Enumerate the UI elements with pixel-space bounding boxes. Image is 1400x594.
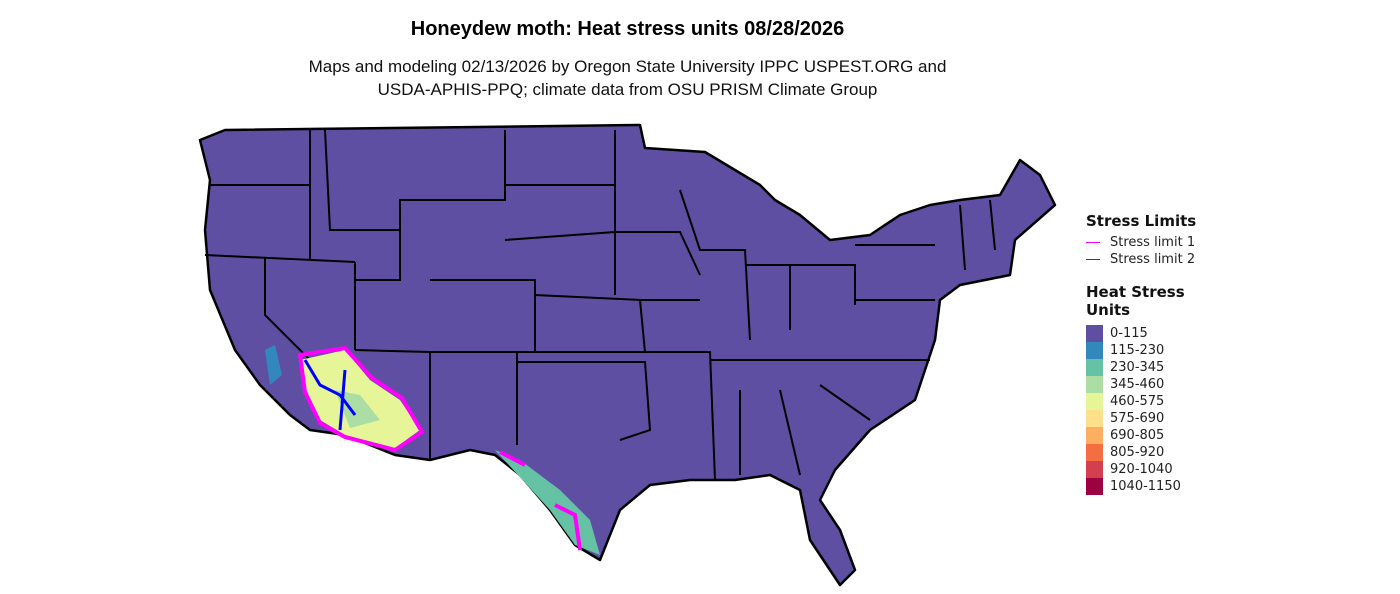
- legend-swatch: [1086, 410, 1103, 427]
- legend-item: 0-115: [1086, 325, 1185, 342]
- legend-swatch: [1086, 444, 1103, 461]
- legend-swatch: [1086, 393, 1103, 410]
- legend-item: 1040-1150: [1086, 478, 1185, 495]
- legend-item: 115-230: [1086, 342, 1185, 359]
- legend-label: 1040-1150: [1110, 479, 1181, 494]
- legend-label: 805-920: [1110, 445, 1165, 460]
- legend-swatch: [1086, 478, 1103, 495]
- legend-swatch: [1086, 376, 1103, 393]
- heat-stress-legend: Heat Stress Units 0-115 115-230 230-345 345…: [1086, 283, 1185, 495]
- legend-item: 460-575: [1086, 393, 1185, 410]
- legend-swatch: [1086, 427, 1103, 444]
- legend-label: 575-690: [1110, 411, 1165, 426]
- state-borders: [204, 129, 996, 481]
- subtitle-line-2: USDA-APHIS-PPQ; climate data from OSU PR…: [377, 80, 878, 99]
- map-subtitle: Maps and modeling 02/13/2026 by Oregon S…: [0, 55, 1255, 101]
- legend-swatch: [1086, 342, 1103, 359]
- legend-label: Stress limit 2: [1110, 252, 1196, 267]
- legend-label: 920-1040: [1110, 462, 1173, 477]
- legend-label: 460-575: [1110, 394, 1165, 409]
- legend-swatch: [1086, 461, 1103, 478]
- legend-item: 690-805: [1086, 427, 1185, 444]
- subtitle-line-1: Maps and modeling 02/13/2026 by Oregon S…: [308, 57, 947, 76]
- heat-stress-hotspots: [265, 345, 600, 555]
- legend-item: Stress limit 2: [1086, 251, 1196, 268]
- heat-stress-title-2: Units: [1086, 301, 1131, 319]
- heat-stress-title: Heat Stress: [1086, 283, 1185, 301]
- legend-label: 345-460: [1110, 377, 1165, 392]
- legend-swatch: [1086, 359, 1103, 376]
- map-title: Honeydew moth: Heat stress units 08/28/2…: [410, 18, 845, 40]
- legend-item: 575-690: [1086, 410, 1185, 427]
- legend-item: 920-1040: [1086, 461, 1185, 478]
- stress-limit-2-swatch: [1086, 259, 1100, 260]
- stress-limit-1-swatch: [1086, 242, 1100, 243]
- legend-item: 805-920: [1086, 444, 1185, 461]
- legend-label: 0-115: [1110, 326, 1148, 341]
- legend-item: 230-345: [1086, 359, 1185, 376]
- legend-label: 115-230: [1110, 343, 1165, 358]
- legend-label: Stress limit 1: [1110, 235, 1196, 250]
- legend-label: 230-345: [1110, 360, 1165, 375]
- legend-item: Stress limit 1: [1086, 234, 1196, 251]
- legend-item: 345-460: [1086, 376, 1185, 393]
- legend-label: 690-805: [1110, 428, 1165, 443]
- stress-limits-legend: Stress Limits Stress limit 1 Stress limi…: [1086, 212, 1196, 268]
- stress-limits-title: Stress Limits: [1086, 212, 1197, 230]
- legend-swatch: [1086, 325, 1103, 342]
